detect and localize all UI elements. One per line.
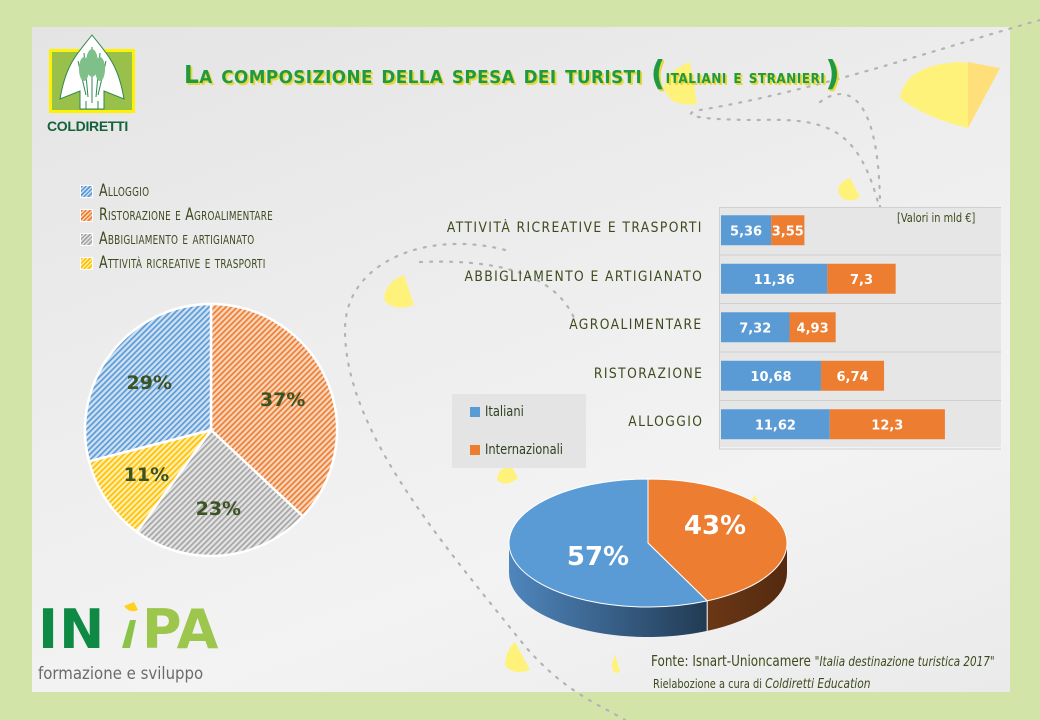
inipa-letters-in: IN — [38, 598, 105, 656]
pie3d-slice-internazionali — [647, 478, 788, 602]
legend-item-attivita: Attività ricreative e trasporti — [80, 251, 311, 275]
lemon-icon — [124, 602, 138, 612]
unit-note: [Valori in mld €] — [897, 211, 976, 225]
credit-name: Coldiretti Education — [765, 677, 871, 692]
pie3d-label-internazionali: 43% — [684, 511, 746, 541]
bar-value-label: 6,74 — [836, 370, 868, 385]
legend-swatch — [80, 232, 93, 246]
legend-swatch — [80, 256, 93, 270]
legend-item-abbigliamento: Abbigliamento e artigianato — [80, 227, 311, 251]
pie-slice-attivita — [87, 427, 215, 534]
bar-value-label: 11,36 — [754, 273, 795, 288]
bar-italiani — [721, 360, 821, 391]
pie-slice-abbigliamento — [135, 428, 305, 558]
bar-value-label: 5,36 — [730, 224, 762, 239]
pie-slice-ristorazione — [209, 302, 339, 519]
credit-note: Rielabozione a cura di Coldiretti Educat… — [653, 677, 871, 692]
legend-item-alloggio: Alloggio — [80, 179, 311, 203]
pie3d-side-internazionali — [707, 543, 787, 631]
pie-slice-alloggio — [83, 302, 213, 463]
legend-item-internazionali: Internazionali — [470, 442, 580, 458]
bar-value-label: 12,3 — [871, 418, 903, 433]
category-label: Agroalimentare — [569, 317, 703, 334]
bar-italiani — [721, 312, 790, 343]
bar-italiani — [721, 215, 772, 246]
pie3d-label-italiani: 57% — [567, 542, 629, 572]
legend-swatch — [470, 445, 480, 455]
bar-internazionali — [771, 215, 805, 246]
bar-value-label: 10,68 — [750, 370, 791, 385]
source-label: Fonte: Isnart-Unioncamere — [651, 652, 811, 670]
legend-swatch — [470, 407, 480, 417]
bar-internazionali — [829, 409, 945, 440]
legend-item-italiani: Italiani — [470, 404, 532, 420]
source-note: Fonte: Isnart-Unioncamere "Italia destin… — [651, 652, 995, 670]
inipa-letters-pa: PA — [142, 598, 218, 656]
title-initial: L — [184, 60, 200, 89]
legend-item-ristorazione: Ristorazione e Agroalimentare — [80, 203, 311, 227]
pie3d-side-italiani — [509, 543, 708, 638]
bar-value-label: 7,3 — [850, 273, 873, 288]
legend-label: Alloggio — [99, 181, 150, 201]
legend-label: Italiani — [485, 404, 524, 420]
legend-label: Ristorazione e Agroalimentare — [99, 205, 273, 225]
page-title: La composizione della spesa dei turisti … — [184, 52, 841, 94]
pie-label-alloggio: 29% — [127, 372, 172, 394]
category-label: Alloggio — [627, 414, 703, 431]
bar-internazionali — [789, 312, 836, 343]
bar-internazionali — [827, 263, 896, 294]
source-title: "Italia destinazione turistica 2017" — [814, 655, 995, 670]
legend-swatch — [80, 208, 93, 222]
pie-label-attivita: 11% — [124, 464, 169, 486]
legend-label: Abbigliamento e artigianato — [99, 229, 255, 249]
nationality-legend: Italiani Internazionali — [452, 394, 586, 468]
bar-internazionali — [820, 360, 885, 391]
legend-label: Attività ricreative e trasporti — [99, 253, 266, 273]
bar-value-label: 7,32 — [739, 321, 771, 336]
pie-legend: Alloggio Ristorazione e Agroalimentare A… — [80, 179, 311, 275]
category-label: Ristorazione — [593, 365, 703, 382]
bar-value-label: 3,55 — [772, 224, 804, 239]
title-paren-close: ) — [825, 54, 841, 94]
inipa-letter-i — [122, 620, 136, 648]
inipa-logo: IN PA — [38, 596, 219, 661]
inipa-tagline: formazione e sviluppo — [38, 664, 204, 684]
legend-label: Internazionali — [485, 442, 563, 458]
pie3d-slice-italiani — [508, 478, 709, 608]
title-paren-open: ( — [650, 54, 666, 94]
title-subtitle: italiani e stranieri — [665, 66, 826, 88]
bar-value-label: 11,62 — [755, 418, 796, 433]
credit-label: Rielabozione a cura di — [653, 677, 762, 691]
bar-value-label: 4,93 — [797, 321, 829, 336]
coldiretti-logo — [49, 34, 135, 113]
inipa-wordmark: IN PA — [38, 598, 219, 661]
pie-label-ristorazione: 37% — [260, 389, 305, 411]
bar-italiani — [721, 263, 828, 294]
category-label: Attività ricreative e trasporti — [447, 220, 703, 237]
bar-italiani — [721, 409, 830, 440]
logo-text: COLDIRETTI — [47, 118, 128, 134]
title-main: a composizione della spesa dei turisti — [199, 60, 643, 89]
legend-swatch — [80, 184, 93, 198]
category-label: Abbigliamento e artigianato — [464, 268, 703, 285]
pie-label-abbigliamento: 23% — [196, 498, 241, 520]
